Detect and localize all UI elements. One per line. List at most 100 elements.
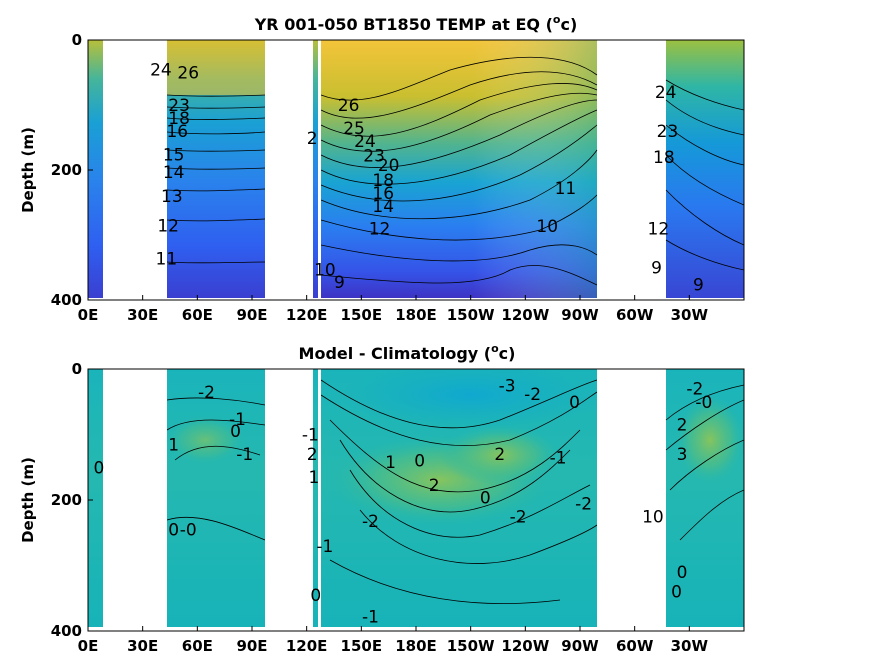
bottom-contour-label: -2 xyxy=(575,494,592,514)
top-ocean-maritime xyxy=(313,40,318,298)
bottom-contour-label: -1 xyxy=(550,448,567,468)
top-contour-label: 11 xyxy=(555,179,577,199)
bottom-panel: Model - Climatology (oc) xyxy=(19,342,745,655)
top-contour-label: 10 xyxy=(314,260,336,280)
bottom-x-tick-label: 150W xyxy=(447,637,495,655)
bottom-contour-label: -2 xyxy=(524,385,541,405)
top-y-tick-label: 400 xyxy=(51,291,82,309)
top-x-tick-label: 0E xyxy=(78,306,99,324)
bottom-contour-label: -2 xyxy=(686,380,703,400)
bottom-x-tick-label: 60E xyxy=(182,637,213,655)
top-contour-label: 9 xyxy=(693,275,704,295)
top-ocean-pacific-east xyxy=(321,40,597,298)
top-contour-label: 11 xyxy=(156,249,178,269)
top-contour-label: 18 xyxy=(653,148,675,168)
top-contour-label: 9 xyxy=(651,259,662,279)
top-contour-label: 20 xyxy=(378,156,400,176)
top-contour-label: 23 xyxy=(363,147,385,167)
top-x-tick-label: 120W xyxy=(501,306,549,324)
top-contour-label: 26 xyxy=(177,64,199,84)
bottom-contour-label: -1 xyxy=(302,426,319,446)
top-contour-label: 26 xyxy=(338,96,360,116)
bottom-ocean-maritime xyxy=(313,369,318,627)
bottom-x-tick-label: 90W xyxy=(561,637,599,655)
top-x-tick-label: 150E xyxy=(341,306,383,324)
bottom-contour-label: -2 xyxy=(198,383,215,403)
top-contour-label: 25 xyxy=(343,119,365,139)
bottom-contour-label: -1 xyxy=(316,537,333,557)
top-contour-label: 16 xyxy=(372,184,394,204)
top-x-tick-label: 30W xyxy=(671,306,709,324)
bottom-contour-label: -0 xyxy=(180,520,197,540)
top-contour-label: 18 xyxy=(372,171,394,191)
bottom-contour-label: 0 xyxy=(230,422,241,442)
bottom-ocean-indian xyxy=(167,369,265,627)
top-heatmap: 2624231816151413121122625242320181614121… xyxy=(88,40,744,298)
top-contour-label: 12 xyxy=(369,220,391,240)
top-ocean-indian-west xyxy=(88,40,103,298)
top-x-tick-label: 60W xyxy=(616,306,654,324)
top-contour-label: 16 xyxy=(166,122,188,142)
top-contour-labels: 2624231816151413121122625242320181614121… xyxy=(150,60,704,295)
bottom-contour-label: 0 xyxy=(168,520,179,540)
bottom-x-tick-label: 30E xyxy=(127,637,158,655)
bottom-x-tick-label: 180E xyxy=(395,637,437,655)
top-chart-title: YR 001-050 BT1850 TEMP at EQ (oc) xyxy=(254,13,578,34)
bottom-contour-label: 2 xyxy=(307,445,318,465)
bottom-contour-label: 1 xyxy=(385,453,396,473)
top-x-tick-label: 150W xyxy=(447,306,495,324)
bottom-contour-label: 0 xyxy=(677,563,688,583)
bottom-contour-label: 1 xyxy=(168,435,179,455)
top-contour-label: 9 xyxy=(334,273,345,293)
bottom-y-tick-label: 0 xyxy=(72,360,82,378)
bottom-chart-title: Model - Climatology (oc) xyxy=(299,342,516,363)
top-panel: YR 001-050 BT1850 TEMP at EQ (oc) xyxy=(19,13,745,324)
top-contour-label: 10 xyxy=(536,217,558,237)
bottom-contour-label: 10 xyxy=(642,507,664,527)
bottom-contour-label: -0 xyxy=(695,393,712,413)
top-contour-label: 14 xyxy=(372,197,394,217)
bottom-y-tick-label: 200 xyxy=(51,491,82,509)
bottom-x-tick-label: 150E xyxy=(341,637,383,655)
top-x-tick-label: 120E xyxy=(286,306,328,324)
bottom-ocean-indian-west xyxy=(88,369,103,627)
bottom-pacific-cool xyxy=(340,369,600,430)
top-contour-label: 14 xyxy=(163,163,185,183)
top-x-ticks: 0E 30E 60E 90E 120E 150E 180E 150W 120W 90W 60W 30W xyxy=(78,295,709,324)
bottom-x-tick-label: 0E xyxy=(78,637,99,655)
bottom-contour-label: 0 xyxy=(480,488,491,508)
top-contour-label: 15 xyxy=(163,145,185,165)
top-contour-label: 24 xyxy=(150,60,172,80)
bottom-contour-label: 0 xyxy=(671,583,682,603)
bottom-atlantic-warm xyxy=(675,395,744,485)
bottom-x-tick-label: 60W xyxy=(616,637,654,655)
bottom-y-tick-label: 400 xyxy=(51,622,82,640)
top-contour-label: 12 xyxy=(648,220,670,240)
top-y-tick-label: 200 xyxy=(51,161,82,179)
bottom-contour-label: 0 xyxy=(569,393,580,413)
bottom-indian-warm xyxy=(165,415,245,465)
top-contour-label: 12 xyxy=(157,216,179,236)
bottom-y-ticks: 0 200 400 xyxy=(51,360,93,640)
top-contour-lines xyxy=(166,56,744,286)
bottom-contour-label: 3 xyxy=(677,445,688,465)
bottom-contour-label: -1 xyxy=(229,410,246,430)
top-contour-label: 23 xyxy=(657,122,679,142)
bottom-contour-label: 0 xyxy=(414,452,425,472)
top-contour-label: 23 xyxy=(168,96,190,116)
bottom-x-ticks: 0E 30E 60E 90E 120E 150E 180E 150W 120W 90W 60W 30W xyxy=(78,626,708,655)
top-contour-label: 24 xyxy=(655,83,677,103)
top-x-tick-label: 30E xyxy=(127,306,158,324)
bottom-contour-label: 2 xyxy=(494,445,505,465)
top-contour-label: 2 xyxy=(307,129,318,149)
top-y-ticks: 0 200 400 xyxy=(51,31,93,309)
top-x-tick-label: 90W xyxy=(561,306,599,324)
top-x-tick-label: 60E xyxy=(182,306,213,324)
bottom-y-axis-label: Depth (m) xyxy=(19,457,37,543)
bottom-contour-label: 2 xyxy=(677,416,688,436)
bottom-contour-lines xyxy=(166,379,744,604)
bottom-contour-label: 0 xyxy=(94,458,105,478)
